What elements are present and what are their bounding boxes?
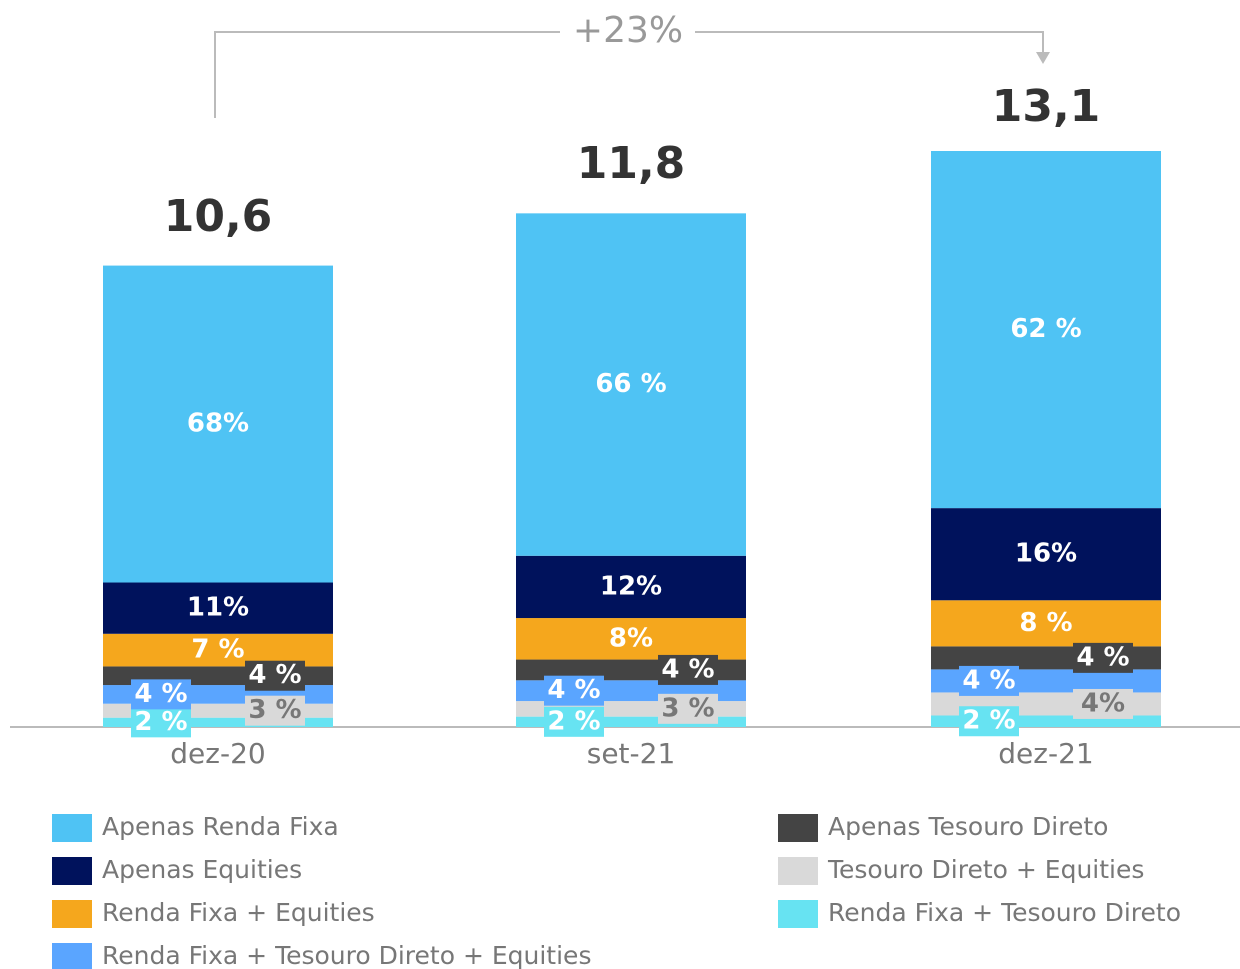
data-label: 2 % <box>962 706 1015 736</box>
bar-segment <box>931 600 1161 647</box>
legend-text: Tesouro Direto + Equities <box>827 855 1144 884</box>
legend-text: Renda Fixa + Tesouro Direto + Equities <box>102 941 591 969</box>
data-label: 3 % <box>248 695 301 725</box>
data-label: 62 % <box>1010 314 1081 344</box>
legend-swatch <box>778 814 818 842</box>
legend-swatch <box>52 857 92 885</box>
bar-segment <box>931 715 1161 727</box>
bar-segment <box>103 582 333 634</box>
data-label: 66 % <box>595 369 666 399</box>
bar-segment <box>103 265 333 583</box>
label-box <box>245 660 305 691</box>
data-label: 7 % <box>191 635 244 665</box>
bar-segment <box>931 151 1161 509</box>
data-label: 4 % <box>1076 642 1129 672</box>
bracket-right <box>695 31 1044 55</box>
data-label: 4 % <box>962 665 1015 695</box>
bracket-left <box>214 31 560 118</box>
x-tick-label: dez-20 <box>170 737 265 770</box>
data-label: 11% <box>187 593 249 623</box>
data-label: 4% <box>1081 688 1125 718</box>
data-label: 12% <box>600 571 662 601</box>
label-box <box>544 675 604 706</box>
legend-text: Renda Fixa + Equities <box>102 898 375 927</box>
bracket-arrow <box>1036 52 1050 64</box>
legend-text: Apenas Renda Fixa <box>102 812 339 841</box>
data-label: 4 % <box>248 660 301 690</box>
legend-swatch <box>52 814 92 842</box>
label-box <box>1073 688 1133 719</box>
label-box <box>131 679 191 710</box>
bar-segment <box>103 717 333 727</box>
label-box <box>658 654 718 685</box>
annotation: +23% <box>573 10 683 51</box>
data-label: 8 % <box>1019 608 1072 638</box>
legend-swatch <box>778 857 818 885</box>
bar-segment <box>516 618 746 660</box>
data-label: 3 % <box>661 693 714 723</box>
data-label: 4 % <box>661 654 714 684</box>
data-label: 16% <box>1015 539 1077 569</box>
label-box <box>959 665 1019 696</box>
label-box <box>959 706 1019 737</box>
data-label: 4 % <box>547 675 600 705</box>
legend-swatch <box>52 900 92 928</box>
legend-text: Apenas Tesouro Direto <box>828 812 1108 841</box>
data-label: 4 % <box>134 679 187 709</box>
bar-segment <box>516 716 746 727</box>
total-label: 11,8 <box>577 138 686 189</box>
label-box <box>131 707 191 738</box>
legend-swatch <box>52 943 92 969</box>
data-label: 68% <box>187 409 249 439</box>
label-box <box>1073 642 1133 673</box>
data-label: 8% <box>609 623 653 653</box>
data-label: 2 % <box>547 706 600 736</box>
legend-text: Apenas Equities <box>102 855 302 884</box>
x-tick-label: dez-21 <box>998 737 1093 770</box>
bar-segment <box>931 508 1161 601</box>
legend-text: Renda Fixa + Tesouro Direto <box>828 898 1181 927</box>
x-tick-label: set-21 <box>587 737 676 770</box>
bar-segment <box>516 555 746 619</box>
label-box <box>544 706 604 737</box>
legend-swatch <box>778 900 818 928</box>
bar-segment <box>516 213 746 556</box>
total-label: 13,1 <box>992 81 1101 132</box>
label-box <box>245 695 305 726</box>
total-label: 10,6 <box>164 191 273 242</box>
data-label: 2 % <box>134 707 187 737</box>
label-box <box>658 693 718 724</box>
